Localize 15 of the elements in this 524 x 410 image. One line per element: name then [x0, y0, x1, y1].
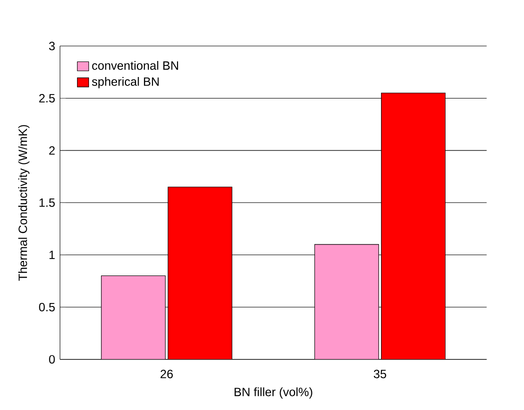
y-tick-label: 2.5: [39, 94, 55, 102]
y-tick-label: 2: [49, 146, 55, 155]
x-axis-title: BN filler (vol%): [234, 387, 312, 399]
y-tick-label: 0.5: [39, 302, 55, 312]
bar: [101, 276, 166, 360]
y-axis-title: Thermal Conductivity (W/mK): [18, 125, 30, 281]
legend-label: conventional BN: [92, 60, 178, 70]
x-tick-label: 26: [160, 370, 173, 378]
y-tick-label: 0: [49, 355, 55, 364]
y-tick-label: 1: [50, 250, 55, 260]
y-tick-label: 3: [49, 42, 55, 50]
y-tick-label: 1.5: [40, 198, 55, 207]
bar: [314, 244, 379, 360]
legend-label: spherical BN: [92, 77, 159, 88]
x-tick-label: 35: [374, 370, 386, 378]
